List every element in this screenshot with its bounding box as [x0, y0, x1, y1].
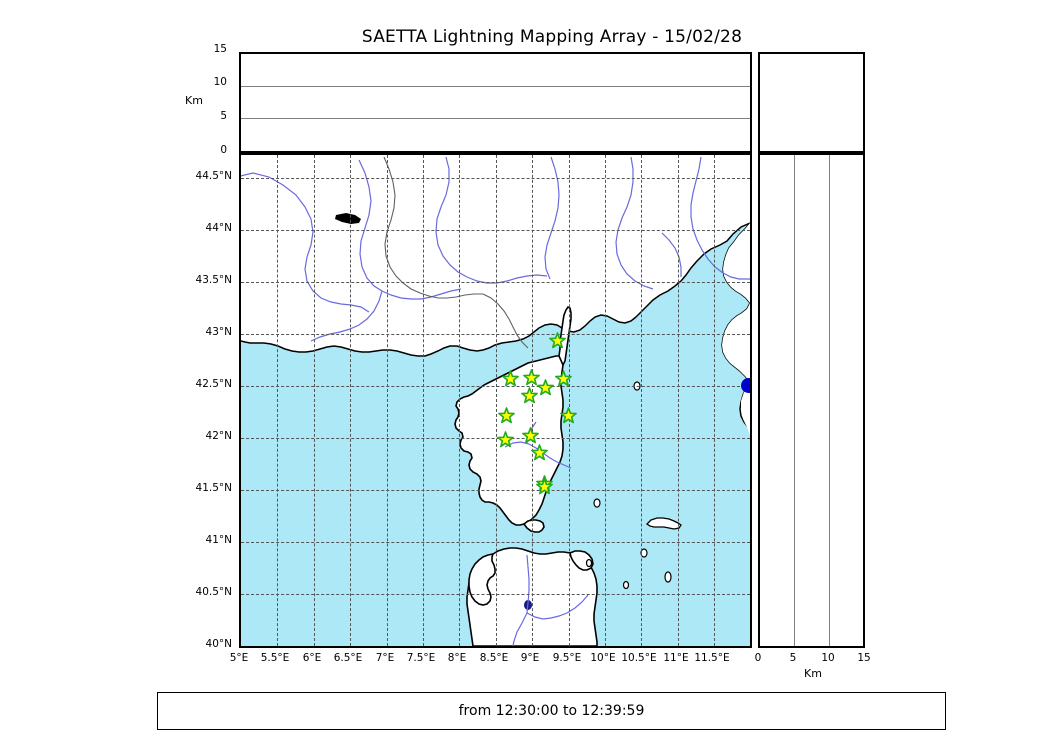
map-gridline-lon-8.5: [496, 155, 497, 646]
gridline-alt-5: [241, 118, 750, 119]
map-tick-lat-40: 40°N: [205, 638, 232, 650]
right-panel-axis-label: Km: [804, 667, 822, 680]
map-tick-lat-42: 42°N: [205, 430, 232, 442]
map-gridline-lon-11.5: [714, 155, 715, 646]
map-tick-lon-8: 8°E: [447, 652, 467, 664]
station-star-icon: [523, 368, 541, 386]
map-gridline-lat-43.5: [241, 282, 750, 283]
gridline-right-alt-10: [829, 155, 830, 646]
top-panel-tick-0: 0: [220, 144, 227, 156]
right-panel-tick-10: 10: [821, 652, 835, 664]
gridline-right-alt-5: [794, 155, 795, 646]
lightning-source-dot: [741, 378, 750, 393]
map-gridline-lon-6: [314, 155, 315, 646]
map-gridline-lon-10: [605, 155, 606, 646]
map-tick-lat-43: 43°N: [205, 326, 232, 338]
map-tick-lon-9: 9°E: [520, 652, 540, 664]
map-gridline-lat-43: [241, 334, 750, 335]
map-tick-lat-44: 44°N: [205, 222, 232, 234]
altitude-longitude-panel: [239, 52, 752, 153]
map-tick-lon-11.5: 11.5°E: [694, 652, 730, 664]
top-panel-tick-15: 15: [213, 43, 227, 55]
page-title: SAETTA Lightning Mapping Array - 15/02/2…: [361, 27, 743, 47]
map-tick-lon-9.5: 9.5°E: [552, 652, 582, 664]
map-tick-lon-8.5: 8.5°E: [479, 652, 509, 664]
station-star-icon: [497, 407, 515, 424]
map-tick-lon-10.5: 10.5°E: [621, 652, 657, 664]
station-star-icon: [497, 430, 515, 448]
map-tick-lon-5.5: 5.5°E: [260, 652, 290, 664]
right-panel-tick-0: 0: [754, 652, 762, 664]
map-gridline-lon-10.5: [641, 155, 642, 646]
time-range-text: from 12:30:00 to 12:39:59: [458, 703, 645, 719]
top-panel-tick-5: 5: [220, 110, 227, 122]
map-tick-lat-41.5: 41.5°N: [195, 482, 232, 494]
map-tick-lat-40.5: 40.5°N: [195, 586, 232, 598]
map-tick-lon-7: 7°E: [375, 652, 395, 664]
map-tick-lon-7.5: 7.5°E: [406, 652, 436, 664]
map-tick-lon-6.5: 6.5°E: [333, 652, 363, 664]
station-star-icon: [537, 379, 555, 396]
top-panel-tick-10: 10: [213, 76, 227, 88]
map-gridline-lon-6.5: [350, 155, 351, 646]
map-gridline-lat-42.5: [241, 386, 750, 387]
top-panel-axis-label: Km: [185, 94, 203, 107]
gridline-alt-10: [241, 86, 750, 87]
corner-panel: [758, 52, 865, 153]
map-tick-lon-6: 6°E: [302, 652, 322, 664]
station-star-icon: [521, 387, 539, 404]
map-tick-lat-42.5: 42.5°N: [195, 378, 232, 390]
map-gridline-lat-41.5: [241, 490, 750, 491]
map-tick-lon-5: 5°E: [229, 652, 249, 664]
time-range-bar: from 12:30:00 to 12:39:59: [157, 692, 946, 730]
map-gridline-lat-44: [241, 230, 750, 231]
map-gridline-lon-7: [387, 155, 388, 646]
map-gridline-lon-8: [459, 155, 460, 646]
map-gridline-lat-40.5: [241, 594, 750, 595]
map-gridline-lon-5.5: [277, 155, 278, 646]
station-star-icon: [530, 444, 548, 461]
station-star-icon: [554, 369, 572, 387]
right-panel-tick-15: 15: [857, 652, 871, 664]
map-gridline-lon-9.5: [569, 155, 570, 646]
map-panel[interactable]: [239, 153, 752, 648]
station-star-icon: [535, 478, 553, 495]
station-star-icon: [559, 407, 577, 424]
map-gridline-lon-11: [678, 155, 679, 646]
map-tick-lat-41: 41°N: [205, 534, 232, 546]
map-gridline-lat-42: [241, 438, 750, 439]
map-gridline-lat-44.5: [241, 178, 750, 179]
station-star-icon: [548, 331, 566, 349]
map-gridline-lat-41: [241, 542, 750, 543]
map-tick-lat-44.5: 44.5°N: [195, 170, 232, 182]
station-star-icon: [501, 369, 519, 387]
station-star-icon: [521, 426, 539, 444]
map-gridline-lon-7.5: [423, 155, 424, 646]
map-tick-lon-10: 10°E: [590, 652, 616, 664]
map-tick-lat-43.5: 43.5°N: [195, 274, 232, 286]
right-panel-tick-5: 5: [789, 652, 797, 664]
map-graphic: [241, 155, 750, 646]
altitude-latitude-panel: [758, 153, 865, 648]
map-tick-lon-11: 11°E: [663, 652, 689, 664]
